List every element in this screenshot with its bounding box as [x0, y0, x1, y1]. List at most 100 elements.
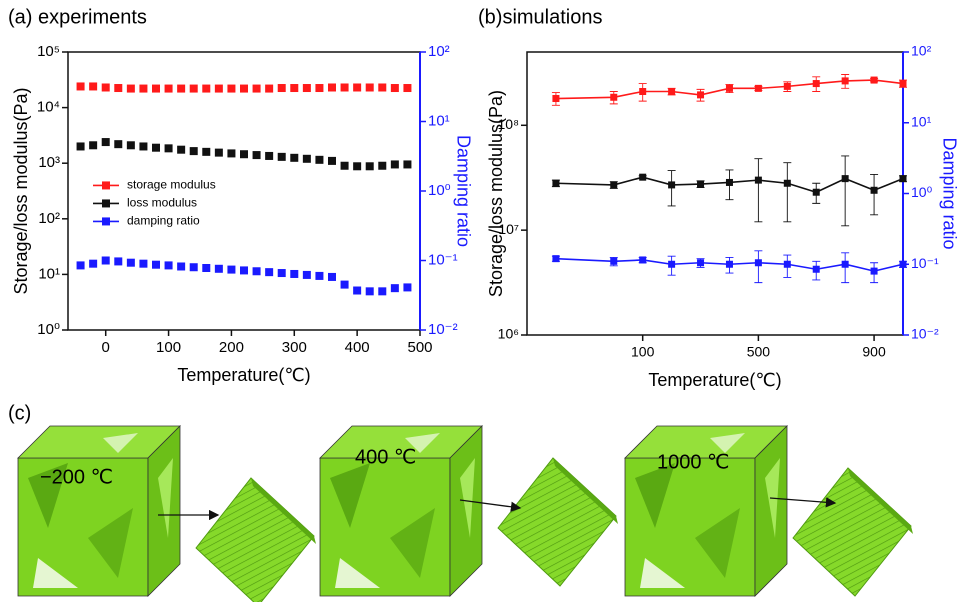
error-bar — [783, 163, 791, 222]
marker — [127, 85, 135, 93]
marker — [668, 88, 675, 95]
error-bar — [754, 251, 762, 283]
legend-marker — [102, 217, 110, 225]
marker — [139, 260, 147, 268]
marker — [303, 84, 311, 92]
marker — [353, 162, 361, 170]
marker — [89, 82, 97, 90]
marker — [215, 149, 223, 157]
chart-title: (b)simulations — [478, 6, 602, 28]
legend-marker — [102, 199, 110, 207]
marker — [315, 272, 323, 280]
y-tick-label: 10³ — [38, 154, 60, 171]
y-tick-label: 10⁴ — [37, 99, 60, 116]
marker — [165, 85, 173, 93]
marker — [114, 140, 122, 148]
marker — [102, 257, 110, 265]
x-tick-label: 400 — [345, 339, 370, 356]
panel-label: (c) — [8, 402, 31, 424]
marker — [177, 85, 185, 93]
cube-group: 1000 ℃ — [625, 426, 913, 596]
legend-marker — [102, 181, 110, 189]
marker — [378, 287, 386, 295]
marker — [114, 257, 122, 265]
marker — [871, 77, 878, 84]
marker — [265, 85, 273, 93]
marker — [328, 273, 336, 281]
temperature-label: 1000 ℃ — [657, 451, 730, 473]
marker — [265, 268, 273, 276]
marker — [127, 141, 135, 149]
marker — [668, 261, 675, 268]
marker — [328, 157, 336, 165]
marker — [227, 266, 235, 274]
marker — [215, 85, 223, 93]
marker — [315, 84, 323, 92]
marker — [697, 91, 704, 98]
marker — [900, 261, 907, 268]
y2-tick-label: 10² — [911, 43, 932, 59]
marker — [139, 85, 147, 93]
error-bar — [870, 174, 878, 214]
marker — [900, 175, 907, 182]
marker — [366, 162, 374, 170]
marker — [202, 85, 210, 93]
y2-tick-label: 10⁰ — [911, 184, 933, 200]
marker — [871, 187, 878, 194]
marker — [315, 156, 323, 164]
marker — [190, 147, 198, 155]
marker — [755, 85, 762, 92]
cube-group: −200 ℃ — [18, 426, 316, 602]
marker — [177, 146, 185, 154]
marker — [403, 283, 411, 291]
y2-axis-label: Damping ratio — [939, 137, 959, 249]
x-axis-label: Temperature(℃) — [177, 365, 310, 385]
marker — [668, 181, 675, 188]
y-tick-label: 10⁵ — [37, 43, 60, 60]
y2-tick-label: 10⁻¹ — [428, 251, 458, 268]
marker — [165, 144, 173, 152]
marker — [190, 85, 198, 93]
marker — [639, 88, 646, 95]
marker — [552, 180, 559, 187]
marker — [341, 83, 349, 91]
plot-frame — [527, 52, 903, 335]
x-tick-label: 0 — [102, 339, 110, 356]
marker — [240, 150, 248, 158]
marker — [127, 259, 135, 267]
marker — [353, 83, 361, 91]
marker — [152, 144, 160, 152]
marker — [341, 281, 349, 289]
marker — [639, 174, 646, 181]
marker — [403, 84, 411, 92]
marker — [697, 259, 704, 266]
marker — [77, 261, 85, 269]
marker — [77, 82, 85, 90]
marker — [403, 160, 411, 168]
y2-axis-label: Damping ratio — [453, 135, 473, 247]
x-tick-label: 300 — [282, 339, 307, 356]
marker — [278, 153, 286, 161]
marker — [202, 264, 210, 272]
panel-c: (c) −200 ℃ 400 ℃ 1000 ℃ — [8, 402, 913, 602]
marker — [552, 255, 559, 262]
y2-tick-label: 10² — [428, 43, 450, 60]
marker — [303, 155, 311, 163]
marker — [755, 177, 762, 184]
marker — [89, 260, 97, 268]
marker — [102, 83, 110, 91]
marker — [610, 258, 617, 265]
marker — [610, 94, 617, 101]
marker — [190, 263, 198, 271]
marker — [610, 181, 617, 188]
marker — [265, 152, 273, 160]
marker — [215, 265, 223, 273]
marker — [726, 85, 733, 92]
marker — [227, 85, 235, 93]
y-tick-label: 10⁰ — [37, 321, 60, 338]
y2-tick-label: 10⁰ — [428, 182, 451, 199]
y2-tick-label: 10⁻² — [428, 321, 458, 338]
marker — [813, 266, 820, 273]
marker — [114, 84, 122, 92]
marker — [391, 84, 399, 92]
